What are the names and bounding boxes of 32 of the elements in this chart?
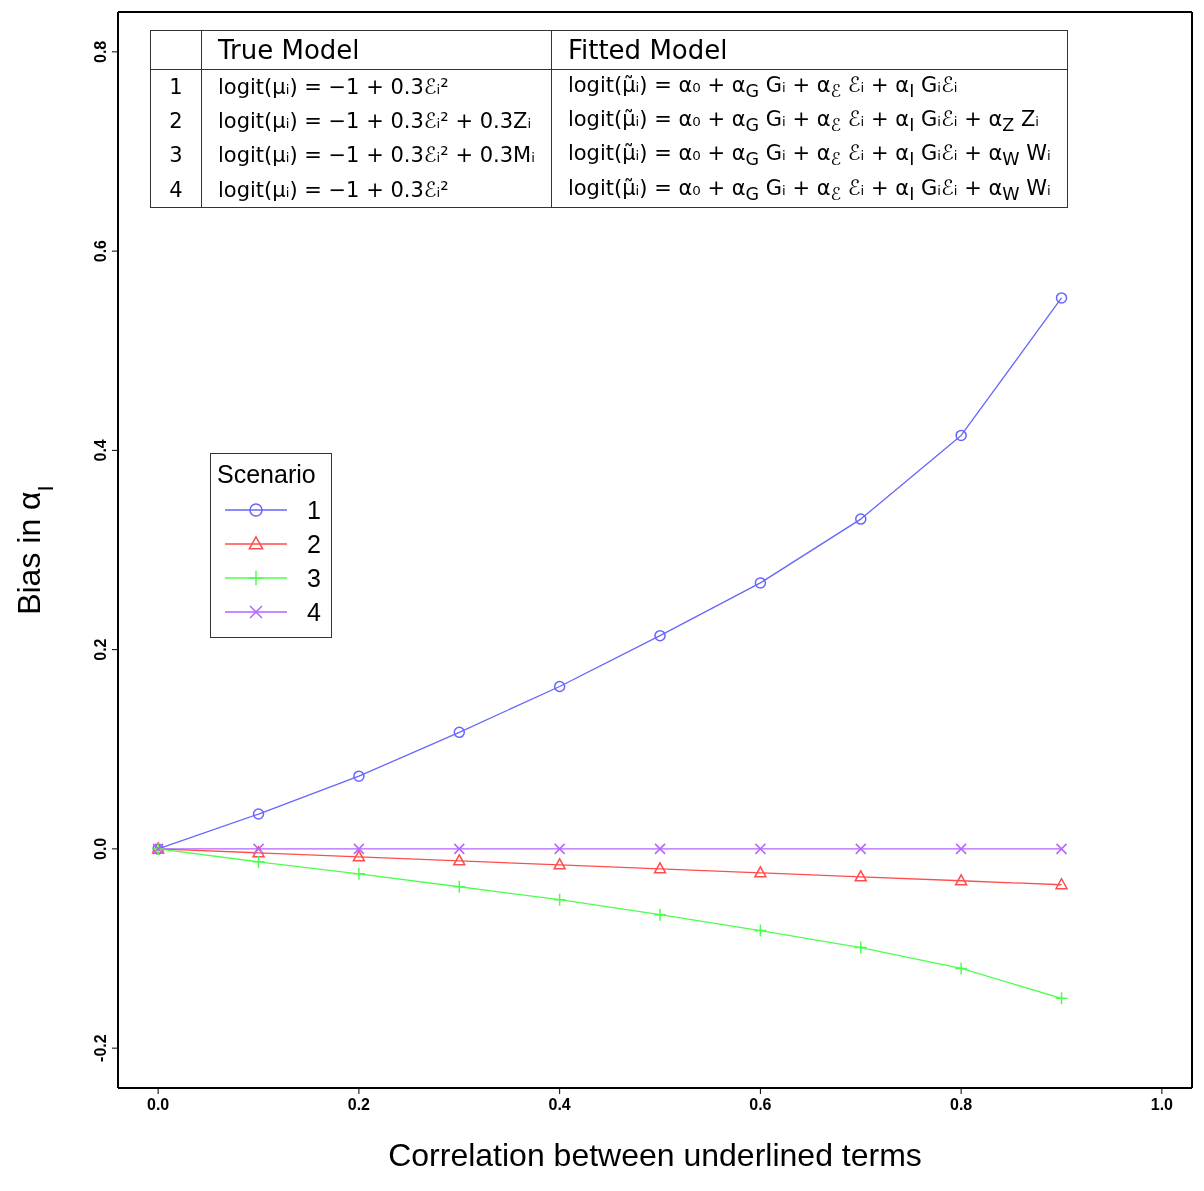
annotation: logit(μᵢ) = −1 + 0.3ℰᵢ² + 0.3Mᵢ — [201, 138, 552, 173]
annotation: 3 — [150, 138, 202, 173]
y-tick-label: 0.0 — [92, 837, 109, 861]
legend-label: 1 — [307, 495, 321, 525]
annotation: logit(μᵢ) = −1 + 0.3ℰᵢ² — [201, 69, 552, 105]
annotation: Fitted Model — [551, 30, 1068, 70]
x-tick-label: 0.6 — [749, 1096, 772, 1113]
y-tick-label: -0.2 — [92, 1034, 109, 1062]
legend-title: Scenario — [217, 460, 317, 489]
text: logit(μ̃ᵢ) = α₀ + α$_{G}$ Gᵢ + α$_{ℰ}$ ℰᵢ + α$_{I}$ Gᵢℰᵢ + α$_{W}$ Wᵢ — [567, 175, 1051, 204]
x-tick-label: 0.4 — [548, 1096, 571, 1113]
legend-label: 3 — [307, 563, 321, 593]
x-tick-label: 1.0 — [1150, 1096, 1174, 1113]
y-tick-label: 0.6 — [92, 239, 109, 263]
text: logit(μ̃ᵢ) = α₀ + α$_{G}$ Gᵢ + α$_{ℰ}$ ℰᵢ + α$_{I}$ Gᵢℰᵢ + α$_{Z}$ Zᵢ — [567, 107, 1040, 136]
annotation: 2 — [150, 104, 202, 139]
y-tick-label: 0.4 — [92, 439, 109, 462]
annotation: logit(μᵢ) = −1 + 0.3ℰᵢ² — [201, 172, 552, 208]
legend-label: 2 — [307, 529, 321, 559]
annotation: logit(μ̃ᵢ) = α₀ + α$_{G}$ Gᵢ + α$_{ℰ}$ ℰᵢ + α$_{I}$ Gᵢℰᵢ — [551, 69, 1068, 105]
x-tick-label: 0.2 — [347, 1096, 371, 1113]
legend-label: 4 — [307, 597, 321, 627]
annotation: logit(μᵢ) = −1 + 0.3ℰᵢ² + 0.3Zᵢ — [201, 104, 552, 139]
annotation: True Model — [201, 30, 552, 70]
x-tick-label: 0.0 — [147, 1096, 170, 1113]
annotation: 4 — [150, 172, 202, 208]
y-tick-label: 0.2 — [92, 638, 109, 661]
annotation: 1 — [150, 69, 202, 105]
x-axis-title: Correlation between underlined terms — [388, 1137, 922, 1173]
y-tick-label: 0.8 — [92, 40, 109, 63]
text: logit(μ̃ᵢ) = α₀ + α$_{G}$ Gᵢ + α$_{ℰ}$ ℰᵢ + α$_{I}$ Gᵢℰᵢ + α$_{W}$ Wᵢ — [567, 141, 1051, 170]
x-tick-label: 0.8 — [950, 1096, 973, 1113]
